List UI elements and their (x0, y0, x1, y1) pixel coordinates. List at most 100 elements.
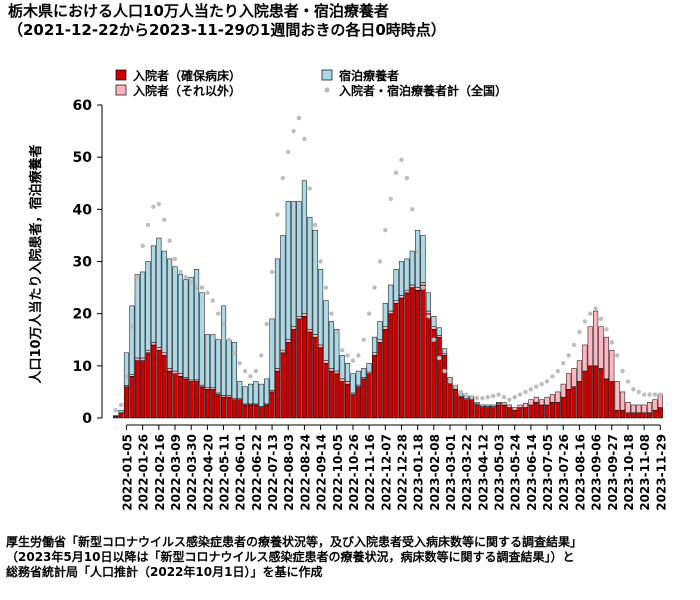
national-point (431, 337, 437, 342)
x-tick-label: 2022-07-13 (266, 434, 280, 511)
national-point (350, 358, 356, 363)
bar-lodging (145, 261, 151, 351)
national-point (366, 311, 372, 316)
national-point (194, 285, 199, 290)
x-tick-label: 2023-11-08 (638, 434, 652, 511)
national-point (253, 368, 259, 374)
bar-lodging (339, 355, 345, 380)
national-point (463, 392, 469, 397)
bar-lodging (220, 305, 227, 396)
y-tick-label: 60 (73, 98, 93, 114)
bar-severe (512, 409, 518, 419)
bar-lodging (140, 271, 146, 359)
bar-severe (409, 287, 415, 419)
bar-severe (641, 412, 647, 419)
national-point (264, 321, 269, 327)
national-point (156, 201, 162, 207)
bar-severe (458, 396, 464, 419)
bar-severe (630, 412, 636, 419)
legend-label: 入院者・宿泊療養者計（全国） (339, 83, 507, 98)
bar-hosp_other (566, 373, 572, 390)
national-point (641, 392, 647, 397)
bar-hosp_other (371, 352, 378, 356)
bars (113, 180, 663, 419)
bar-severe (355, 386, 361, 419)
bar-lodging (318, 269, 324, 346)
national-point (614, 353, 620, 358)
bar-hosp_other (296, 316, 302, 320)
source-line: 厚生労働省「新型コロナウイルス感染症患者の療養状況等，及び入院患者受入病床数等に… (6, 535, 583, 549)
bar-hosp_other (528, 399, 534, 406)
national-point (205, 290, 210, 295)
national-point (296, 115, 302, 121)
bar-severe (118, 412, 124, 419)
bar-hosp_other (582, 344, 588, 372)
bar-hosp_other (312, 334, 318, 338)
bar-severe (307, 331, 313, 419)
bar-hosp_other (377, 339, 383, 343)
national-point (275, 212, 280, 217)
national-point (188, 280, 194, 285)
bar-hosp_other (609, 349, 615, 382)
bar-severe (253, 404, 259, 419)
bar-severe (204, 389, 210, 419)
bar-lodging (199, 292, 205, 386)
national-point (339, 347, 345, 353)
bar-severe (398, 297, 405, 419)
national-point (280, 175, 286, 181)
bar-lodging (188, 276, 194, 381)
bar-hosp_other (555, 391, 561, 403)
bar-lodging (226, 339, 232, 396)
bar-lodging (377, 321, 383, 341)
bar-lodging (307, 216, 313, 330)
bar-hosp_other (549, 394, 556, 403)
bar-hosp_other (134, 357, 140, 361)
x-tick-label: 2022-01-26 (137, 434, 151, 511)
bar-hosp_other (328, 368, 334, 372)
national-point (598, 316, 604, 322)
bar-lodging (194, 269, 200, 381)
national-point (162, 217, 167, 222)
bar-severe (161, 355, 167, 419)
national-point (329, 311, 334, 316)
bar-severe (431, 329, 437, 419)
y-tick-label: 10 (73, 359, 93, 375)
x-tick-label: 2023-03-22 (460, 434, 474, 511)
national-point (393, 170, 399, 176)
bar-lodging (269, 318, 275, 391)
bar-lodging (409, 250, 415, 286)
bar-severe (156, 349, 162, 419)
national-point (129, 324, 135, 329)
national-point (259, 353, 264, 358)
x-tick-label: 2022-10-05 (331, 434, 345, 511)
y-axis: 0 10 20 30 40 50 60 (73, 98, 103, 427)
bar-lodging (172, 266, 178, 372)
legend-label: 入院者（それ以外） (133, 83, 241, 98)
bar-severe (463, 399, 469, 419)
bar-severe (215, 394, 221, 419)
bar-hosp_other (388, 310, 394, 314)
source-note: 厚生労働省「新型コロナウイルス感染症患者の療養状況等，及び入院患者受入病床数等に… (6, 535, 582, 580)
national-point (442, 368, 447, 374)
bar-lodging (291, 201, 297, 327)
bar-hosp_other (145, 349, 151, 354)
bar-lodging (393, 269, 399, 301)
bar-severe (172, 373, 178, 419)
bar-severe (134, 360, 140, 419)
bar-severe (339, 381, 345, 419)
bar-lodging (431, 316, 437, 327)
national-point (550, 374, 555, 379)
bar-lodging (161, 250, 167, 354)
bar-lodging (415, 229, 421, 288)
y-tick-label: 20 (73, 307, 93, 323)
bar-hosp_other (431, 326, 437, 330)
bar-hosp_other (544, 396, 550, 406)
national-point (372, 285, 377, 290)
bar-lodging (334, 329, 340, 372)
bar-severe (296, 318, 302, 419)
x-tick-label: 2022-02-16 (153, 434, 167, 511)
national-point (404, 175, 410, 181)
bar-lodging (183, 279, 189, 378)
source-line: 総務省統計局「人口推計（2022年10月1日）」を基に作成 (6, 565, 323, 579)
bar-severe (436, 336, 442, 419)
